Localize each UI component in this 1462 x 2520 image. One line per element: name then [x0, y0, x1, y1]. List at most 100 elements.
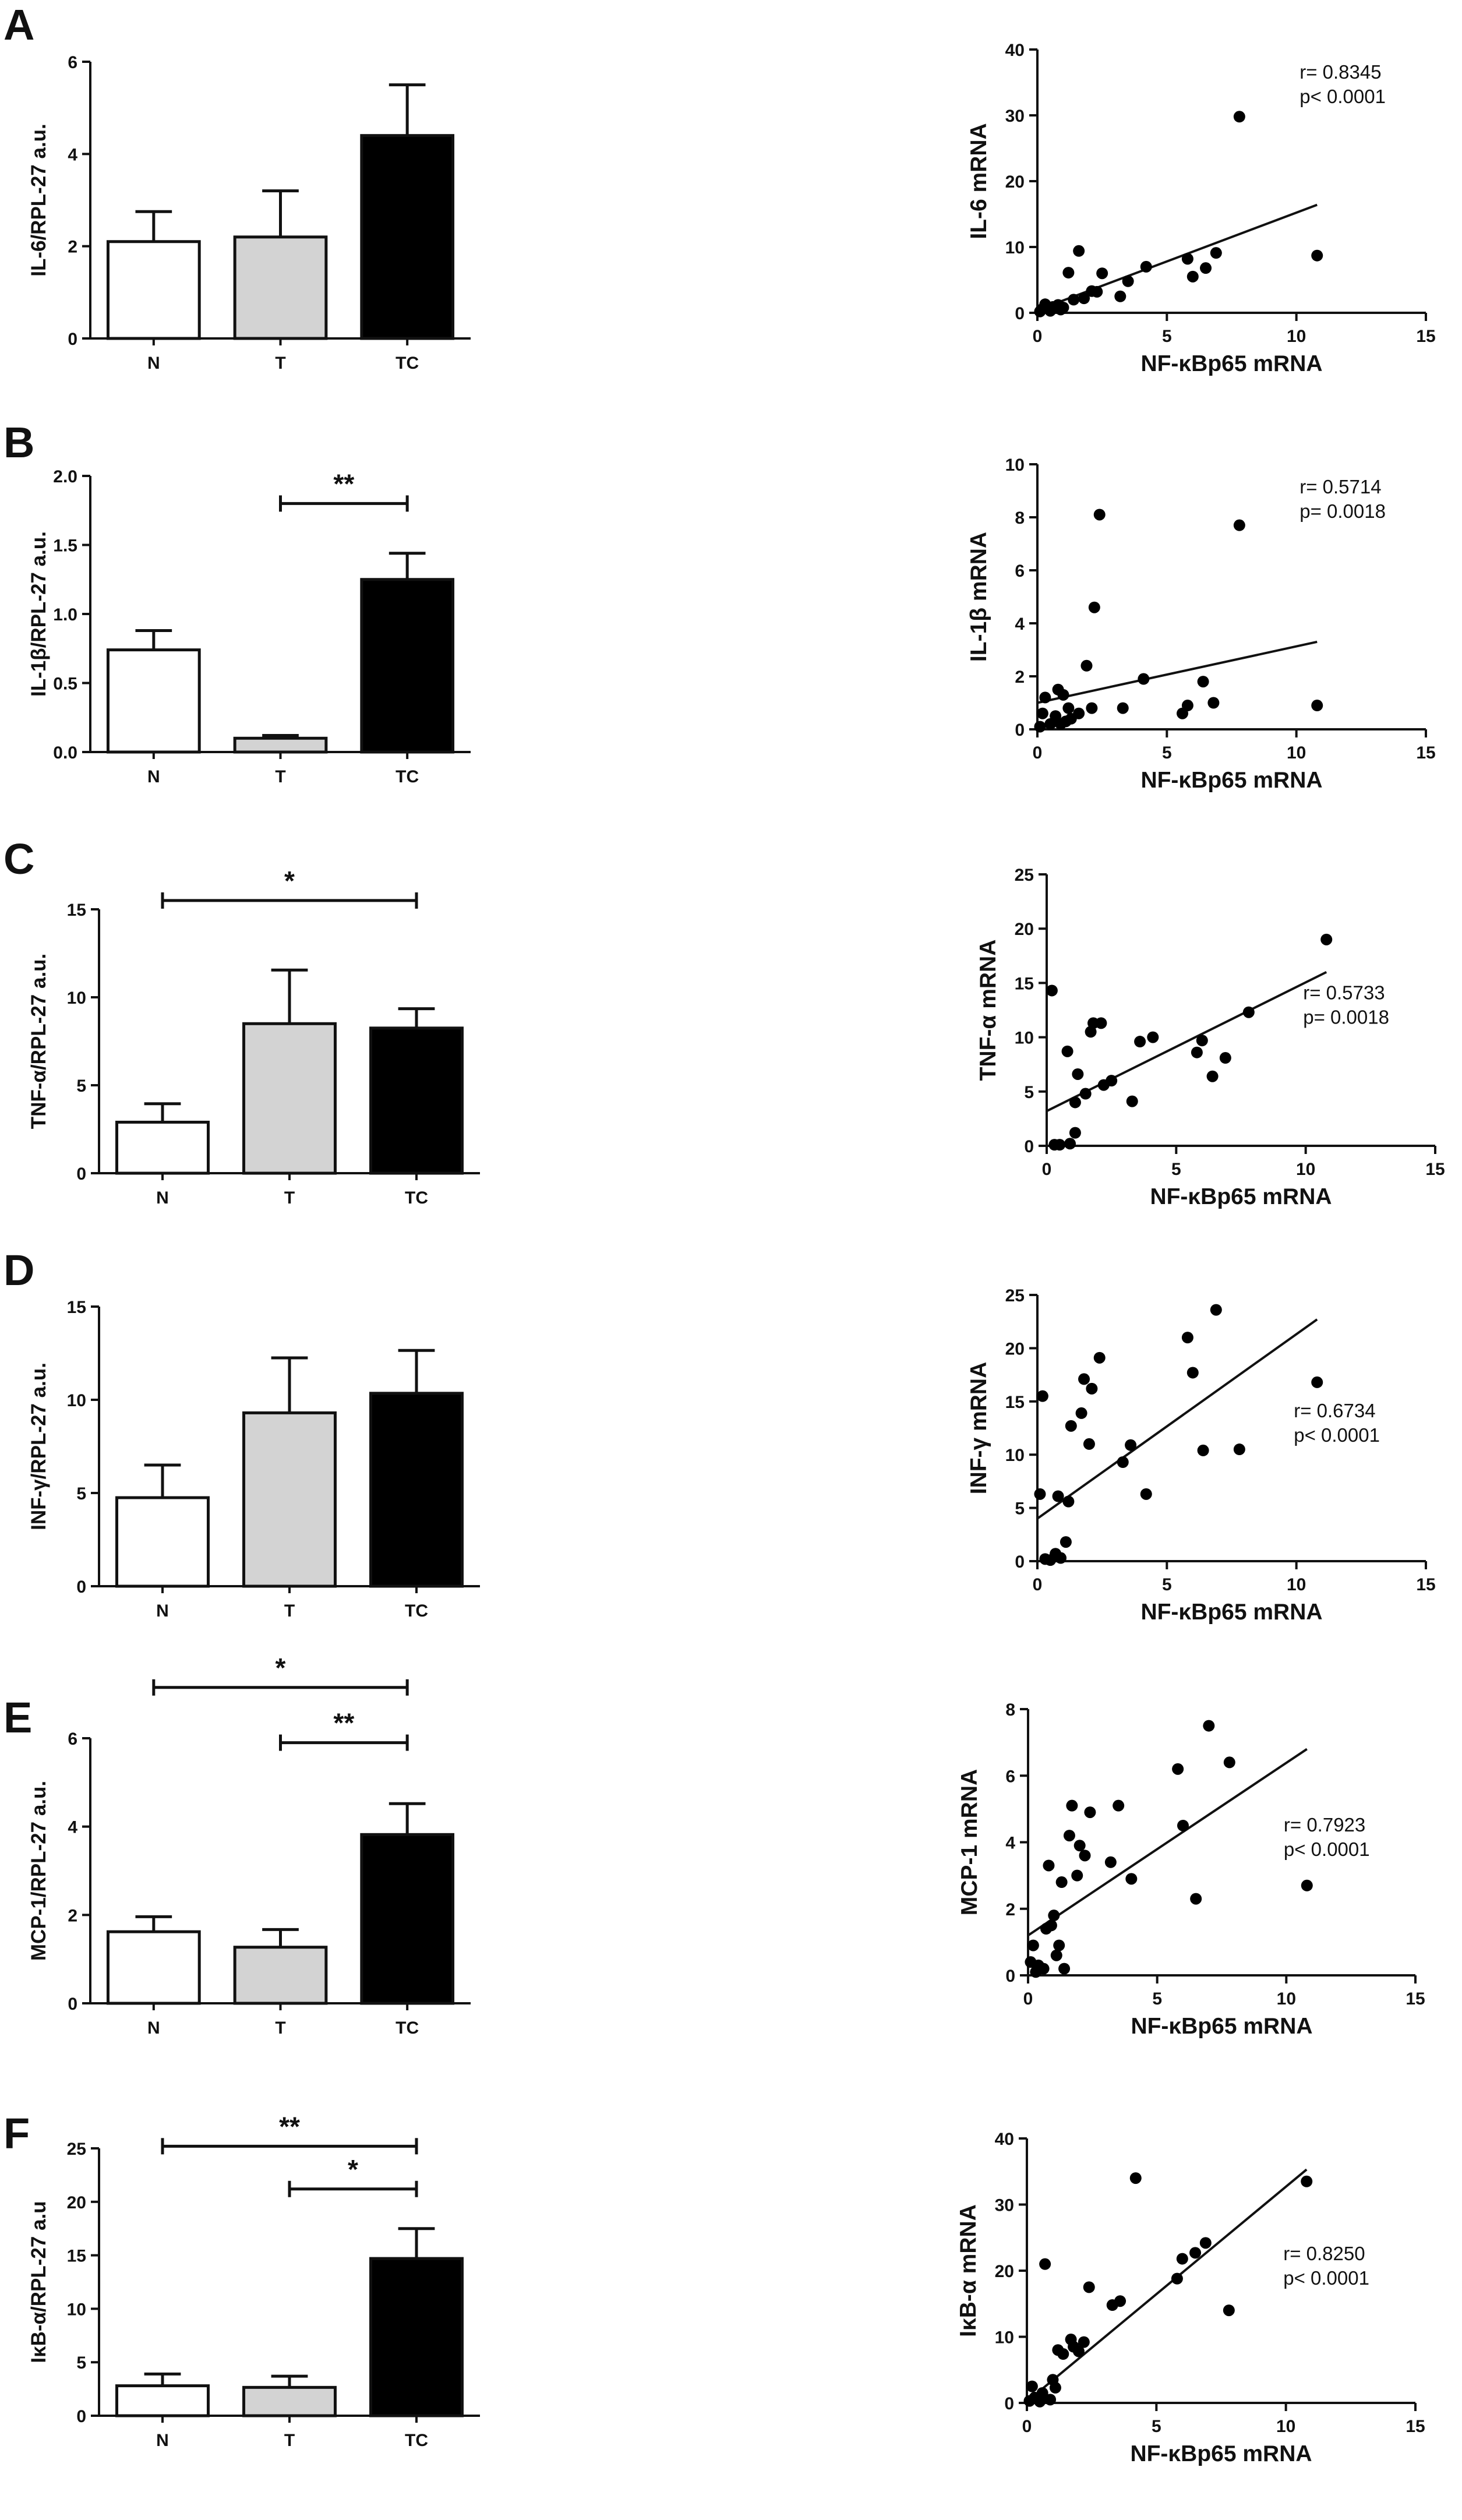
x-tick-label-d: N: [156, 1601, 169, 1621]
data-point-d: [1062, 1495, 1075, 1508]
bar-d-n: [115, 1496, 210, 1588]
data-point-f: [1114, 2295, 1126, 2307]
bar-a-t: [233, 235, 328, 340]
data-point-b: [1207, 697, 1220, 709]
regression-line-f: [1026, 2168, 1308, 2403]
x-tick-label-a-scatter: 0: [1033, 327, 1043, 346]
y-axis-label-b: IL-1β/RPL-27 a.u.: [27, 531, 50, 697]
data-point-b: [1197, 676, 1209, 688]
y-tick-label-b: 1.0: [53, 605, 77, 624]
data-point-b: [1138, 673, 1150, 685]
data-point-f: [1129, 2172, 1142, 2184]
data-point-e: [1050, 1949, 1062, 1961]
data-point-e: [1066, 1799, 1078, 1812]
y-tick-label-b-scatter: 4: [1015, 615, 1025, 634]
y-tick-label-d-scatter: 10: [1005, 1446, 1025, 1465]
data-point-c: [1064, 1138, 1076, 1150]
data-point-d: [1052, 1490, 1064, 1502]
regression-line-c: [1046, 970, 1327, 1113]
data-point-d: [1036, 1390, 1048, 1402]
correlation-stat-b: r= 0.5714: [1299, 476, 1381, 497]
x-tick-label-c-scatter: 10: [1296, 1160, 1315, 1179]
y-tick-label-f-scatter: 20: [995, 2262, 1014, 2281]
bar-e-tc: [360, 1833, 455, 2005]
data-point-e: [1203, 1720, 1215, 1732]
bar-d-tc: [369, 1392, 464, 1588]
y-axis-label-e-scatter: MCP-1 mRNA: [957, 1769, 982, 1915]
x-tick-label-e: N: [147, 2018, 160, 2038]
data-point-e: [1223, 1756, 1235, 1769]
data-point-a: [1073, 245, 1085, 257]
y-tick-label-d-scatter: 0: [1015, 1552, 1025, 1572]
bar-c-tc: [369, 1026, 464, 1175]
data-point-a: [1122, 275, 1134, 287]
data-point-f: [1189, 2247, 1202, 2259]
x-tick-label-d: T: [284, 1601, 295, 1621]
y-axis-label-a: IL-6/RPL-27 a.u.: [27, 123, 50, 277]
x-tick-label-c: T: [284, 1188, 295, 1208]
y-tick-label-d: 15: [67, 1298, 86, 1317]
data-point-f: [1072, 2345, 1085, 2357]
y-tick-label-a-scatter: 10: [1005, 238, 1025, 257]
y-tick-label-b-scatter: 6: [1015, 562, 1025, 581]
x-tick-label-f-scatter: 5: [1152, 2417, 1161, 2436]
y-tick-label-a-scatter: 30: [1005, 107, 1025, 126]
y-tick-label-e-scatter: 0: [1005, 1967, 1015, 1986]
data-point-b: [1117, 702, 1129, 714]
data-point-a: [1140, 260, 1152, 273]
y-axis-label-d: INF-γ/RPL-27 a.u.: [27, 1363, 50, 1530]
data-point-b: [1073, 707, 1085, 719]
y-tick-label-e-scatter: 2: [1005, 1900, 1015, 1919]
significance-label-e: **: [333, 1708, 354, 1738]
y-tick-label-f-scatter: 30: [995, 2196, 1014, 2215]
data-point-a: [1068, 294, 1080, 306]
significance-label-b: **: [333, 468, 354, 499]
x-tick-label-e: T: [275, 2018, 285, 2038]
data-point-d: [1078, 1373, 1090, 1385]
data-point-b: [1036, 707, 1048, 719]
correlation-stat-b: p= 0.0018: [1299, 500, 1386, 522]
data-point-a: [1181, 253, 1193, 265]
x-tick-label-b-scatter: 0: [1033, 743, 1043, 763]
data-point-a: [1091, 285, 1103, 298]
data-point-d: [1210, 1304, 1222, 1316]
bar-c-n: [115, 1120, 210, 1175]
y-tick-label-e-scatter: 4: [1005, 1834, 1015, 1853]
x-tick-label-c-scatter: 5: [1171, 1160, 1181, 1179]
significance-label-e: *: [276, 1653, 286, 1683]
y-tick-label-a: 6: [68, 53, 77, 72]
data-point-b: [1088, 601, 1100, 613]
data-point-e: [1048, 1910, 1060, 1922]
data-point-e: [1190, 1893, 1202, 1905]
data-point-b: [1233, 519, 1245, 531]
correlation-stat-a: r= 0.8345: [1299, 61, 1381, 83]
bar-c-t: [242, 1022, 337, 1175]
x-tick-label-a: T: [275, 354, 285, 373]
data-point-b: [1062, 702, 1075, 714]
data-point-c: [1242, 1006, 1255, 1018]
y-tick-label-c-scatter: 10: [1015, 1029, 1034, 1048]
data-point-c: [1069, 1127, 1081, 1139]
y-axis-label-a-scatter: IL-6 mRNA: [966, 123, 991, 239]
y-axis-label-e: MCP-1/RPL-27 a.u.: [27, 1781, 50, 1961]
y-axis-label-d-scatter: INF-γ mRNA: [966, 1362, 991, 1495]
y-tick-label-d-scatter: 5: [1015, 1499, 1025, 1519]
data-point-f: [1176, 2253, 1188, 2265]
bar-b-t: [233, 736, 328, 754]
data-point-f: [1036, 2387, 1048, 2399]
y-tick-label-a-scatter: 20: [1005, 172, 1025, 192]
data-point-f: [1171, 2272, 1183, 2285]
data-point-c: [1095, 1017, 1107, 1029]
panel-letter-b: B: [3, 418, 34, 467]
x-tick-label-a-scatter: 5: [1162, 327, 1172, 346]
data-point-e: [1301, 1879, 1313, 1891]
y-tick-label-f: 5: [76, 2353, 86, 2373]
y-tick-label-e: 2: [68, 1906, 77, 1925]
data-point-d: [1197, 1444, 1209, 1456]
y-tick-label-f: 0: [76, 2407, 86, 2426]
panel-letter-f: F: [3, 2109, 30, 2158]
y-tick-label-c-scatter: 20: [1015, 920, 1034, 939]
data-point-b: [1311, 700, 1323, 712]
y-tick-label-c: 0: [76, 1164, 86, 1184]
data-point-b: [1034, 721, 1046, 733]
